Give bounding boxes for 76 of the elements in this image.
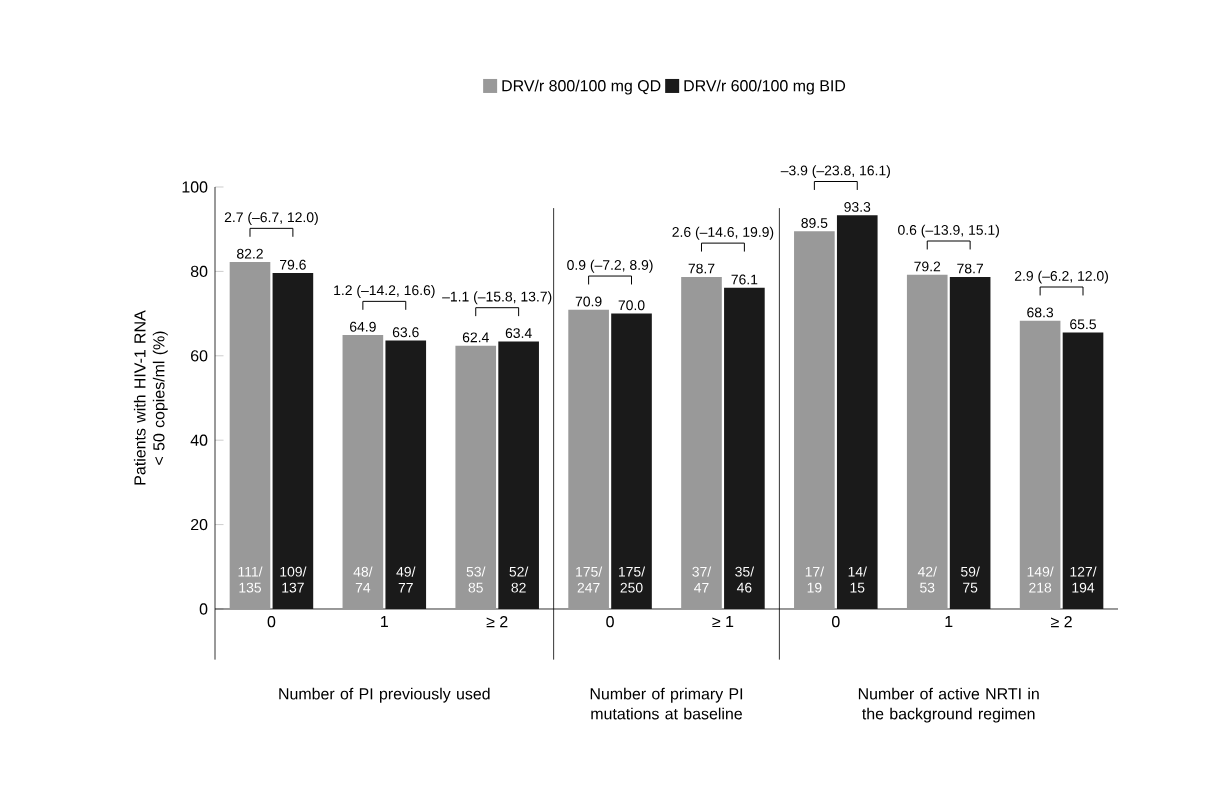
data-label: 70.9 bbox=[575, 296, 602, 307]
annotation: 49/ 77 bbox=[396, 566, 416, 593]
text: Number of active NRTI in the background regimen bbox=[858, 687, 1039, 723]
bar bbox=[1019, 320, 1061, 609]
bar bbox=[568, 309, 609, 609]
annotation: –1.1 (–15.8, 13.7) bbox=[442, 291, 552, 305]
bar bbox=[611, 313, 652, 609]
annotation: 2.7 (–6.7, 12.0) bbox=[224, 211, 318, 225]
bar bbox=[1062, 332, 1104, 609]
annotation: 111/ 135 bbox=[238, 566, 263, 593]
data-label: 70.0 bbox=[618, 300, 645, 311]
legend-label: DRV/r 800/100 mg QD bbox=[502, 79, 661, 95]
x-tick-label: 1 bbox=[381, 616, 388, 627]
bar bbox=[949, 276, 991, 609]
annotation: 35/ 46 bbox=[735, 566, 755, 593]
bar bbox=[385, 340, 427, 609]
x-tick-label: 0 bbox=[606, 616, 614, 628]
bar bbox=[906, 274, 948, 609]
data-label: 63.6 bbox=[392, 327, 419, 338]
x-tick-label: 0 bbox=[267, 616, 276, 628]
data-label: 78.7 bbox=[688, 263, 715, 274]
bar bbox=[342, 335, 384, 609]
y-axis-title: Patients with HIV-1 RNA < 50 copies/ml (%) bbox=[133, 310, 168, 485]
data-label: 64.9 bbox=[350, 321, 376, 332]
x-tick-label: 0 bbox=[832, 616, 840, 628]
annotation: 149/ 218 bbox=[1027, 566, 1054, 593]
x-tick-label: 1 bbox=[945, 616, 953, 627]
annotation: 109/ 137 bbox=[280, 566, 307, 593]
x-tick-label: ≥ 2 bbox=[1051, 616, 1072, 628]
bar bbox=[724, 287, 765, 609]
bar bbox=[794, 231, 835, 609]
data-label: 79.6 bbox=[280, 259, 306, 270]
bar bbox=[498, 341, 539, 609]
annotation: 53/ 85 bbox=[466, 566, 486, 593]
data-label: 93.3 bbox=[844, 202, 871, 212]
annotation: 59/ 75 bbox=[961, 566, 980, 593]
data-label: 89.5 bbox=[801, 218, 828, 228]
text: Number of PI previously used bbox=[279, 687, 490, 703]
y-tick-label: 100 bbox=[182, 181, 208, 193]
annotation: 48/ 74 bbox=[353, 566, 373, 593]
annotation: 2.6 (–14.6, 19.9) bbox=[672, 226, 774, 240]
y-tick-label: 0 bbox=[199, 603, 208, 615]
annotation: 0.9 (–7.2, 8.9) bbox=[567, 259, 653, 273]
data-label: 63.4 bbox=[505, 328, 532, 339]
bar bbox=[836, 215, 878, 609]
annotation: 2.9 (–6.2, 12.0) bbox=[1014, 270, 1108, 284]
annotation: 0.6 (–13.9, 15.1) bbox=[898, 224, 999, 238]
annotation: 175/ 250 bbox=[619, 566, 646, 593]
bar bbox=[681, 276, 722, 609]
data-label: 68.3 bbox=[1027, 307, 1054, 318]
data-label: 82.2 bbox=[237, 248, 263, 259]
x-tick-label: ≥ 2 bbox=[486, 616, 508, 628]
y-tick-label: 60 bbox=[191, 350, 208, 362]
annotation: 127/ 194 bbox=[1070, 566, 1097, 593]
bar bbox=[455, 345, 497, 609]
data-label: 76.1 bbox=[731, 274, 758, 285]
text: Number of primary PI mutations at baseline bbox=[590, 687, 743, 720]
annotation: 17/ 19 bbox=[805, 566, 825, 593]
annotation: 42/ 53 bbox=[917, 566, 937, 593]
annotation: 52/ 82 bbox=[509, 566, 529, 593]
legend-label: DRV/r 600/100 mg BID bbox=[684, 79, 846, 95]
text: –3.9 (–23.8, 16.1) bbox=[780, 165, 890, 179]
bar bbox=[229, 262, 271, 609]
annotation: 175/ 247 bbox=[576, 566, 603, 593]
y-tick-label: 80 bbox=[190, 265, 208, 278]
annotation: 37/ 47 bbox=[692, 566, 712, 593]
data-label: 62.4 bbox=[462, 332, 489, 343]
annotation: 14/ 15 bbox=[848, 566, 867, 593]
data-label: 65.5 bbox=[1070, 319, 1096, 330]
bar bbox=[272, 273, 314, 609]
data-label: 79.2 bbox=[914, 261, 941, 272]
x-tick-label: ≥ 1 bbox=[712, 616, 734, 627]
data-label: 78.7 bbox=[957, 263, 984, 274]
annotation: 1.2 (–14.2, 16.6) bbox=[334, 284, 435, 298]
y-tick-label: 20 bbox=[191, 518, 208, 531]
y-tick-label: 40 bbox=[190, 434, 208, 446]
